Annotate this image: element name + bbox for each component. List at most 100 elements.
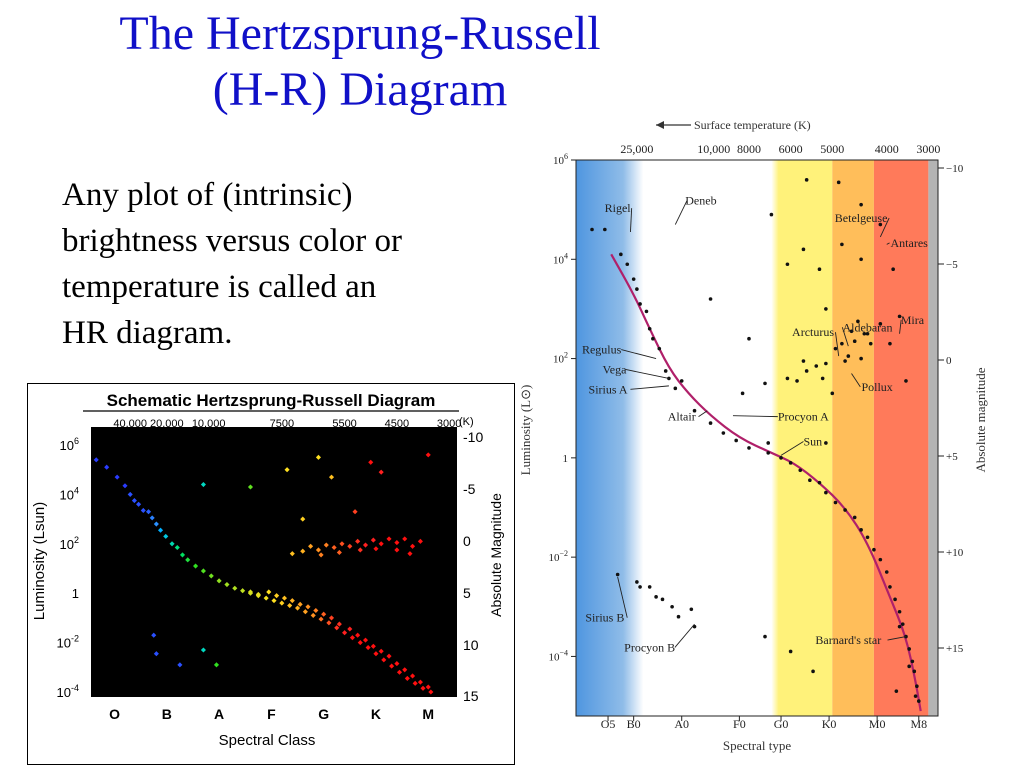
schematic-temperature-ticks: 40,000 20,000 10,000 7500 5500 4500 3000 bbox=[113, 418, 461, 430]
star-point bbox=[378, 648, 384, 654]
star-point bbox=[843, 359, 847, 363]
star-point bbox=[284, 467, 290, 473]
star-point bbox=[412, 680, 418, 686]
star-point bbox=[407, 551, 413, 557]
schematic-hr-diagram: Schematic Hertzsprung-Russell Diagram 40… bbox=[27, 383, 515, 765]
star-point bbox=[897, 624, 902, 629]
spectral-tick-label: B0 bbox=[627, 717, 641, 731]
luminosity-tick-label: 10-2 bbox=[57, 634, 79, 651]
star-point bbox=[263, 595, 269, 601]
luminosity-tick-exponent: 6 bbox=[564, 152, 568, 161]
star-point bbox=[846, 354, 851, 358]
star-point bbox=[357, 640, 363, 646]
star-name-label: Pollux bbox=[861, 380, 892, 394]
star-point bbox=[915, 684, 919, 689]
luminosity-tick-base: 10 bbox=[553, 254, 565, 266]
magnitude-tick-label: +15 bbox=[946, 643, 964, 655]
temperature-tick-label: 6000 bbox=[779, 142, 803, 156]
spectral-tick-label: M8 bbox=[910, 717, 927, 731]
spectral-type-ticks: O5 B0 A0 F0 G0 K0 M0 M8 bbox=[601, 716, 927, 731]
luminosity-tick-exponent: 2 bbox=[564, 351, 568, 360]
band-orange bbox=[832, 160, 874, 716]
luminosity-tick-base: 10 bbox=[60, 487, 74, 502]
star-point bbox=[318, 616, 324, 622]
star-point bbox=[153, 651, 159, 657]
star-point bbox=[859, 257, 863, 262]
luminosity-tick-exponent: 4 bbox=[74, 485, 79, 495]
star-point bbox=[820, 376, 825, 381]
luminosity-tick-exponent: -4 bbox=[71, 683, 79, 693]
luminosity-tick-exponent: 2 bbox=[74, 535, 79, 545]
star-point bbox=[808, 478, 812, 482]
star-point bbox=[852, 515, 857, 520]
star-point bbox=[872, 547, 876, 552]
star-label-leader bbox=[886, 242, 890, 245]
star-point bbox=[734, 438, 738, 443]
star-name-label: Antares bbox=[891, 236, 929, 250]
luminosity-tick-exponent: -2 bbox=[71, 634, 79, 644]
arrow-head-icon bbox=[656, 121, 664, 129]
star-point bbox=[836, 180, 841, 185]
star-point bbox=[763, 634, 767, 639]
star-point bbox=[386, 653, 392, 659]
star-label-leader bbox=[630, 385, 669, 390]
luminosity-tick-exponent: −2 bbox=[559, 549, 568, 558]
star-point bbox=[370, 643, 376, 649]
star-label-leader bbox=[630, 208, 633, 233]
luminosity-tick-label: 10−4 bbox=[548, 648, 568, 663]
temperature-tick-label: 20,000 bbox=[150, 418, 184, 430]
star-point bbox=[779, 456, 783, 460]
star-point bbox=[747, 446, 751, 450]
star-point bbox=[654, 595, 658, 599]
star-point bbox=[766, 451, 771, 455]
luminosity-tick-label: 102 bbox=[60, 535, 79, 552]
star-point bbox=[615, 572, 620, 577]
star-point bbox=[208, 573, 214, 579]
surface-temperature-text: Surface temperature (K) bbox=[694, 118, 811, 132]
temperature-tick-label: 25,000 bbox=[620, 142, 653, 156]
luminosity-tick-base: 10 bbox=[60, 438, 74, 453]
surface-temperature-label: Surface temperature (K) bbox=[656, 118, 811, 132]
magnitude-tick-label: 5 bbox=[463, 585, 471, 601]
band-gray bbox=[928, 160, 938, 716]
star-point bbox=[859, 356, 863, 361]
star-name-label: Altair bbox=[668, 410, 696, 424]
star-name-label: Betelgeuse bbox=[835, 211, 888, 225]
magnitude-tick-label: 0 bbox=[946, 355, 952, 367]
magnitude-tick-label: 10 bbox=[463, 637, 479, 653]
luminosity-tick-base: 10 bbox=[57, 636, 71, 651]
star-name-label: Mira bbox=[901, 313, 925, 327]
temperature-color-bands bbox=[576, 160, 938, 716]
star-point bbox=[865, 535, 870, 540]
star-point bbox=[255, 591, 261, 597]
body-line-1: Any plot of (intrinsic) bbox=[62, 177, 353, 213]
star-point bbox=[833, 500, 838, 505]
star-point bbox=[216, 578, 222, 584]
star-point bbox=[840, 341, 844, 346]
temperature-tick-label: 40,000 bbox=[113, 418, 147, 430]
star-point bbox=[888, 341, 892, 346]
spectral-class-label: K bbox=[371, 706, 381, 722]
star-point bbox=[862, 331, 867, 336]
star-point bbox=[859, 202, 863, 207]
star-point bbox=[859, 528, 863, 532]
spectral-tick-label: M0 bbox=[869, 717, 886, 731]
star-point bbox=[824, 361, 828, 366]
star-point bbox=[619, 252, 623, 257]
star-point bbox=[769, 212, 774, 217]
slide-title: The Hertzsprung-Russell (H-R) Diagram bbox=[40, 6, 680, 118]
star-label-leader bbox=[698, 410, 708, 417]
star-point bbox=[657, 346, 662, 351]
absolute-magnitude-axis-label: Absolute magnitude bbox=[973, 367, 988, 472]
star-name-label: Barnard's star bbox=[815, 633, 881, 647]
star-point bbox=[804, 178, 809, 182]
star-point bbox=[153, 521, 159, 527]
luminosity-tick-label: 102 bbox=[553, 351, 568, 366]
star-name-label: Procyon B bbox=[624, 640, 675, 654]
luminosity-tick-base: 10 bbox=[60, 537, 74, 552]
star-point bbox=[900, 622, 905, 626]
star-point bbox=[868, 341, 873, 346]
star-point bbox=[830, 391, 835, 396]
star-point bbox=[817, 267, 822, 272]
